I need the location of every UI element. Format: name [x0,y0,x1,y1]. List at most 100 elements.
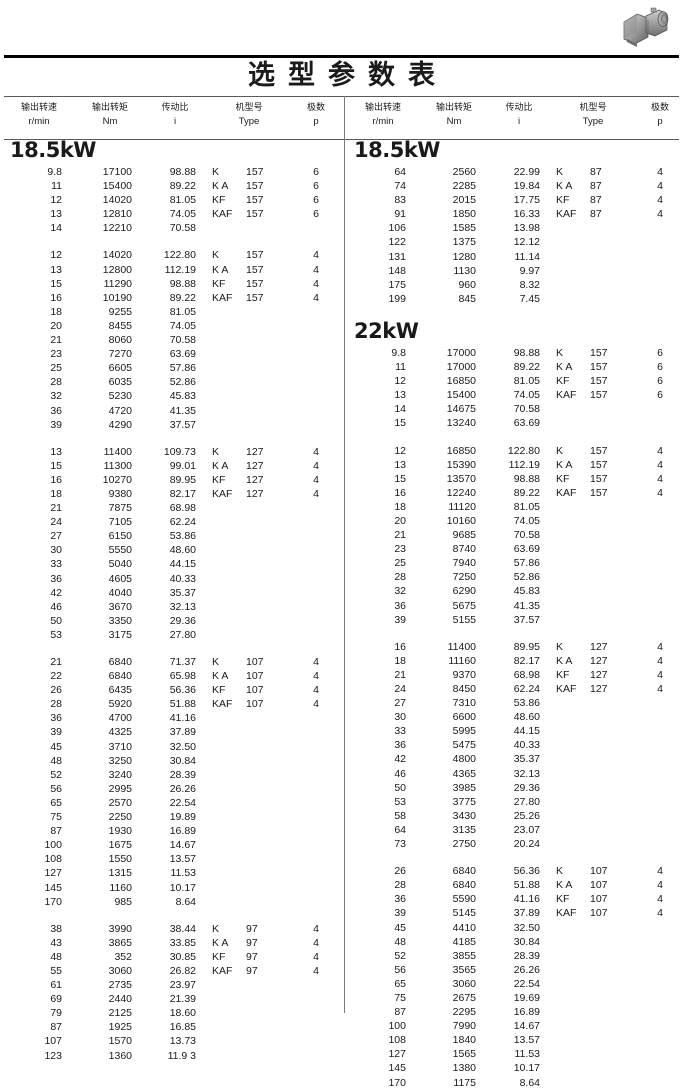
cell-poles [292,810,340,824]
model-prefix: KF [212,473,226,486]
cell-speed: 45 [394,921,406,934]
model-group: 12 16850 122.80 K 157 4 13 15390 112.19 K A 157 4 15… [346,444,683,627]
cell-speed: 15 [394,472,406,485]
cell-poles [292,600,340,614]
cell-poles: 4 [657,865,663,878]
cell-model-type: K A 107 [550,878,636,892]
cell-speed: 46 [394,767,406,780]
cell-speed: 48 [394,935,406,948]
cell-poles: 6 [657,346,663,359]
cell-torque: 7990 [452,1020,476,1033]
model-prefix: KF [212,277,226,290]
model-size [246,866,286,880]
table-row: 91 1850 16.33 KAF 87 4 [346,207,683,221]
cell-model-type: KAF 127 [550,682,636,696]
cell-model-type [206,221,292,235]
model-size [590,514,630,528]
model-prefix [556,837,590,851]
model-group: 12 14020 122.80 K 157 4 13 12800 112.19 K A 157 4 15… [2,248,343,431]
cell-model-type [206,572,292,586]
cell-model-type [550,724,636,738]
cell-ratio: 57.86 [169,362,196,375]
cell-torque: 1550 [108,853,132,866]
cell-ratio: 21.39 [169,993,196,1006]
cell-poles [636,1047,683,1061]
cell-speed: 50 [50,614,62,627]
cell-poles: 4 [657,879,663,892]
model-size [590,570,630,584]
cell-speed: 45 [50,740,62,753]
cell-poles [636,1061,683,1075]
cell-poles: 4 [657,458,663,471]
model-size: 107 [246,698,264,711]
cell-speed: 12 [50,194,62,207]
model-size [590,1005,630,1019]
cell-ratio: 74.05 [169,208,196,221]
table-row: 52 3855 28.39 [346,949,683,963]
cell-speed: 36 [50,712,62,725]
cell-torque: 1380 [452,1062,476,1075]
cell-speed: 199 [388,292,406,305]
model-size [246,543,286,557]
cell-poles [636,278,683,292]
table-row: 108 1550 13.57 [2,852,343,866]
model-prefix: K [212,922,220,935]
cell-poles [636,809,683,823]
model-prefix: KAF [212,291,233,304]
cell-torque: 1930 [108,825,132,838]
table-row: 33 5995 44.15 [346,724,683,738]
model-prefix [212,515,246,529]
model-size [246,1049,286,1063]
model-group: 21 6840 71.37 K 107 4 22 6840 65.98 K A 107 4 26 6435… [2,655,343,909]
model-prefix [556,528,590,542]
cell-speed: 12 [394,444,406,457]
cell-torque: 3250 [108,754,132,767]
table-row: 87 1930 16.89 [2,824,343,838]
model-prefix [212,881,246,895]
model-prefix [556,752,590,766]
column-header-output-torque: 输出转矩 Nm [76,102,144,128]
table-row: 23 8740 63.69 [346,542,683,556]
cell-speed: 175 [388,278,406,291]
cell-model-type: K 157 [206,248,292,262]
cell-model-type: K 97 [206,922,292,936]
table-row: 43 3865 33.85 K A 97 4 [2,936,343,950]
cell-torque: 3240 [108,768,132,781]
cell-poles [636,402,683,416]
model-prefix: K A [212,459,229,472]
model-size [246,796,286,810]
model-size [590,921,630,935]
model-size: 97 [246,936,258,949]
model-size: 157 [590,458,608,471]
table-row: 39 4290 37.57 [2,418,343,432]
cell-torque: 13240 [446,417,476,430]
cell-model-type [550,250,636,264]
cell-model-type [206,754,292,768]
model-prefix [556,809,590,823]
cell-torque: 1585 [452,222,476,235]
cell-model-type [550,542,636,556]
cell-ratio: 25.26 [513,809,540,822]
model-prefix [556,767,590,781]
model-size: 87 [590,194,602,207]
column-header-label-cn: 极数 [306,103,325,113]
model-prefix [212,768,246,782]
cell-poles: 4 [657,486,663,499]
cell-model-type [206,319,292,333]
cell-poles: 4 [313,277,319,290]
table-row: 18 11120 81.05 [346,500,683,514]
model-size [246,305,286,319]
cell-poles [636,250,683,264]
cell-poles: 4 [657,654,663,667]
cell-ratio: 16.33 [513,208,540,221]
cell-poles [636,292,683,306]
cell-model-type: K 87 [550,165,636,179]
model-size [246,768,286,782]
cell-torque: 3855 [452,949,476,962]
column-header-output-torque: 输出转矩 Nm [420,102,488,128]
cell-torque: 6600 [452,711,476,724]
model-size: 157 [590,375,608,388]
cell-model-type: K 157 [550,444,636,458]
cell-model-type [550,977,636,991]
cell-poles [292,501,340,515]
